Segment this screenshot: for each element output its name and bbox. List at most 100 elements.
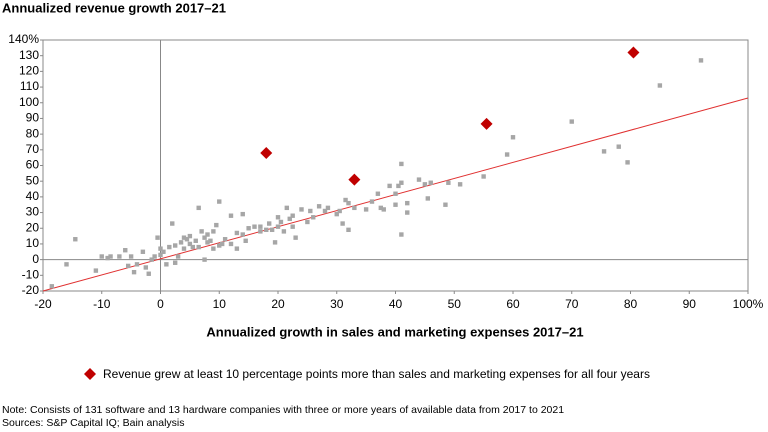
point (325, 205, 331, 211)
point (346, 200, 351, 206)
point (128, 254, 134, 259)
point (258, 229, 263, 234)
legend-marker (84, 368, 96, 380)
point (340, 221, 345, 226)
point (363, 207, 369, 212)
point (375, 191, 381, 196)
x-tick-label: 20 (271, 297, 285, 311)
point (240, 211, 245, 217)
point (219, 241, 225, 247)
point (243, 238, 248, 243)
point (381, 207, 386, 212)
point (422, 182, 428, 187)
point (305, 219, 310, 225)
point (217, 243, 222, 248)
point (457, 182, 463, 187)
point (293, 235, 298, 240)
point (196, 244, 201, 250)
chart-title: Annualized revenue growth 2017–21 (2, 0, 226, 15)
point (228, 213, 234, 218)
point (352, 205, 357, 211)
point (158, 246, 163, 251)
x-tick-label: 10 (213, 297, 227, 311)
point (190, 244, 196, 250)
point (170, 221, 175, 226)
point (205, 240, 210, 245)
point (316, 204, 322, 209)
point (93, 268, 99, 273)
point (172, 243, 178, 248)
point (146, 271, 151, 276)
point (140, 249, 146, 254)
point (234, 230, 240, 236)
point (290, 213, 295, 218)
point (399, 180, 404, 185)
point (99, 254, 104, 259)
point (125, 263, 131, 269)
point (152, 254, 157, 259)
point (228, 241, 234, 247)
point (337, 208, 342, 214)
point (284, 205, 290, 211)
point (193, 238, 198, 243)
point (178, 240, 184, 245)
point (158, 252, 163, 258)
sources: Sources: S&P Capital IQ; Bain analysis (2, 417, 184, 429)
point (393, 202, 398, 207)
point (258, 224, 263, 229)
point (443, 202, 448, 207)
y-tick-label: -10 (22, 267, 40, 281)
point (49, 284, 55, 289)
point (105, 255, 110, 261)
point (625, 160, 630, 165)
point (278, 219, 284, 225)
point (205, 232, 210, 237)
point (211, 246, 216, 251)
point (299, 207, 304, 212)
point (343, 197, 348, 203)
point (175, 254, 181, 259)
y-tick-label: 140% (8, 32, 39, 46)
point (222, 237, 228, 242)
point (425, 196, 431, 201)
point (510, 135, 516, 140)
y-tick-label: 30 (26, 205, 40, 219)
point (334, 211, 339, 217)
y-tick-label: 130 (19, 48, 39, 62)
point (393, 191, 398, 196)
point (275, 224, 281, 229)
x-tick-label: -20 (34, 297, 52, 311)
point (246, 226, 251, 231)
point (208, 238, 213, 243)
point (181, 235, 187, 240)
point (287, 216, 292, 222)
y-tick-label: -20 (22, 283, 40, 297)
y-tick-label: 120 (19, 64, 39, 78)
point (399, 161, 404, 167)
point (369, 199, 375, 204)
y-tick-label: 70 (26, 142, 40, 156)
point (211, 229, 216, 234)
point (131, 269, 137, 275)
point (149, 257, 154, 262)
point (196, 205, 201, 211)
x-tick-label: 60 (506, 297, 520, 311)
point (387, 183, 392, 189)
y-tick-label: 90 (26, 111, 40, 125)
point (322, 208, 328, 214)
point (143, 265, 149, 270)
point (616, 144, 621, 149)
point (164, 262, 169, 267)
point (290, 224, 295, 229)
point (399, 232, 404, 237)
point (134, 262, 140, 267)
point (428, 180, 433, 185)
point (234, 246, 240, 251)
plot-area (42, 39, 749, 292)
x-axis-label: Annualized growth in sales and marketing… (206, 324, 583, 339)
legend-label: Revenue grew at least 10 percentage poin… (103, 367, 650, 381)
point (308, 208, 313, 214)
point (202, 257, 207, 262)
point (481, 174, 486, 179)
point (217, 199, 222, 204)
